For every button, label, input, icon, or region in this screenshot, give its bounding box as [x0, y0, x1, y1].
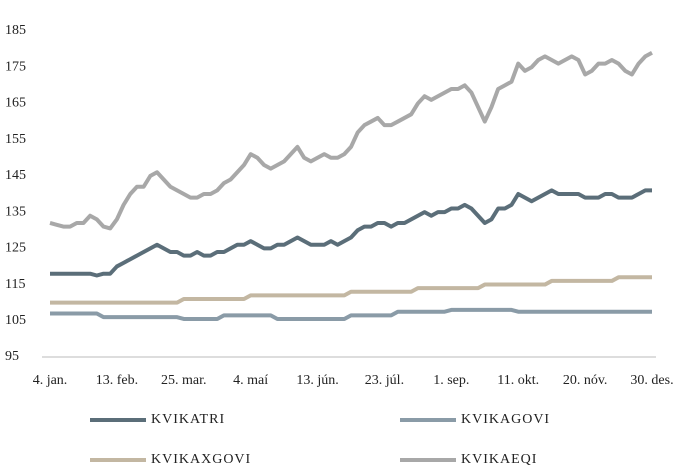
- series-line: [50, 275, 652, 305]
- x-tick-label: 4. maí: [233, 373, 268, 388]
- y-tick-label: 135: [5, 204, 26, 219]
- x-tick-label: 4. jan.: [33, 373, 68, 388]
- legend-label: KVIKAGOVI: [461, 412, 550, 427]
- y-tick-label: 95: [5, 349, 19, 364]
- series-line: [50, 307, 652, 321]
- series-line: [50, 188, 652, 278]
- y-tick-label: 145: [5, 168, 26, 183]
- legend-label: KVIKAEQI: [461, 452, 537, 467]
- legend-label: KVIKATRI: [151, 412, 225, 427]
- x-tick-label: 25. mar.: [161, 373, 207, 388]
- y-tick-label: 155: [5, 132, 26, 147]
- series-line: [49, 50, 653, 231]
- y-tick-label: 165: [5, 96, 26, 111]
- legend-label: KVIKAXGOVI: [151, 452, 251, 467]
- x-tick-label: 20. nóv.: [563, 373, 608, 388]
- y-tick-label: 105: [5, 313, 26, 328]
- x-tick-label: 13. feb.: [96, 373, 138, 388]
- x-tick-label: 23. júl.: [365, 373, 404, 388]
- y-tick-label: 125: [5, 241, 26, 256]
- y-tick-label: 185: [5, 23, 26, 38]
- x-tick-label: 11. okt.: [497, 373, 539, 388]
- x-tick-label: 30. des.: [630, 373, 673, 388]
- x-tick-label: 13. jún.: [296, 373, 338, 388]
- y-tick-label: 175: [5, 59, 26, 74]
- y-tick-label: 115: [5, 277, 25, 292]
- x-tick-label: 1. sep.: [433, 373, 469, 388]
